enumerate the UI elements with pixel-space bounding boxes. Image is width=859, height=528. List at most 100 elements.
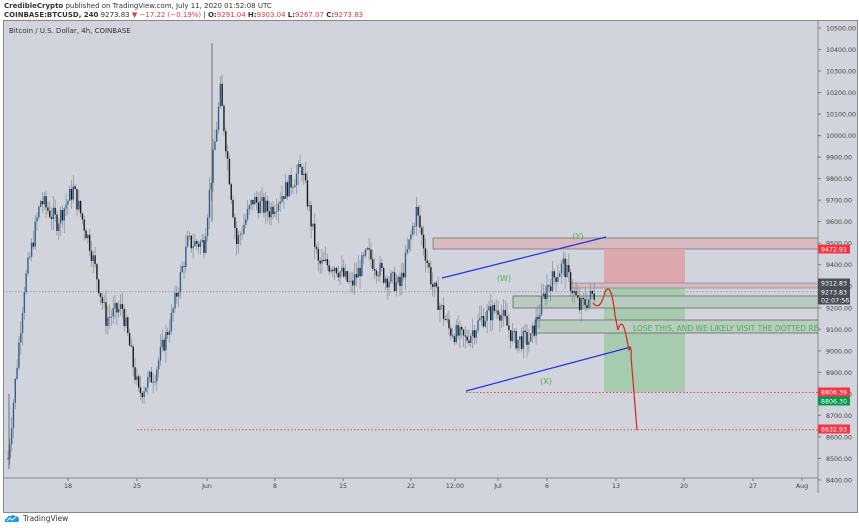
candle-body <box>94 255 96 265</box>
entry-zone <box>569 282 819 289</box>
candle-body <box>226 151 229 159</box>
candle-body <box>306 180 309 207</box>
candle-body <box>388 281 390 288</box>
candle-body <box>348 281 350 282</box>
candle-body <box>328 265 330 272</box>
candle-body <box>490 306 492 321</box>
candle-body <box>221 83 223 106</box>
candle-body <box>577 295 579 298</box>
candle-body <box>29 256 31 258</box>
candle-body <box>216 129 218 142</box>
candle-body <box>453 336 456 343</box>
candle-body <box>589 290 592 300</box>
candle-body <box>319 260 321 264</box>
candle-body <box>157 360 160 370</box>
price-tag <box>818 387 850 397</box>
candle-body <box>332 269 334 272</box>
candle-body <box>147 377 149 388</box>
chart-title: Bitcoin / U.S. Dollar, 4h, COINBASE <box>9 27 131 35</box>
x-tick-label: 20 <box>680 483 688 490</box>
candle-body <box>560 263 563 274</box>
x-tick-label: 18 <box>64 483 72 490</box>
candle-body <box>421 227 423 235</box>
candle-body <box>446 319 448 321</box>
y-tick-label: 9400.00 <box>826 262 852 269</box>
candle-body <box>419 215 421 228</box>
candle-body <box>346 271 349 282</box>
wave-label: (Y) <box>572 232 583 241</box>
y-tick-label: 10300.00 <box>826 69 856 76</box>
publish-info: CredibleCrypto published on TradingView.… <box>4 2 272 10</box>
candle-body <box>78 200 80 210</box>
candle-body <box>330 269 332 272</box>
candle-body <box>76 188 78 210</box>
author[interactable]: CredibleCrypto <box>4 2 64 10</box>
candle-body <box>312 223 314 227</box>
candle-body <box>555 277 557 282</box>
candle-body <box>593 293 595 300</box>
chart-area[interactable] <box>3 20 858 513</box>
candle-body <box>559 273 561 277</box>
candle-body <box>25 273 27 293</box>
candle-body <box>395 282 398 292</box>
candle-body <box>161 339 163 347</box>
price-tag <box>818 287 850 297</box>
candle-body <box>359 267 361 277</box>
candle-body <box>364 249 367 256</box>
candle-body <box>304 173 307 181</box>
candle-body <box>301 167 303 176</box>
y-tick-label: 9500.00 <box>826 241 852 248</box>
candle-body <box>299 163 301 168</box>
candle-body <box>286 182 289 197</box>
candle-body <box>361 255 363 277</box>
y-tick-label: 10200.00 <box>826 90 856 97</box>
candle-body <box>553 271 555 278</box>
candle-body <box>379 262 381 276</box>
candle-body <box>214 141 216 150</box>
price-tag <box>818 295 850 305</box>
candle-body <box>310 205 312 227</box>
candle-body <box>480 316 483 319</box>
x-tick-label: 13 <box>612 483 620 490</box>
candle-body <box>32 242 35 247</box>
candle-body <box>333 267 336 272</box>
candle-body <box>65 204 67 209</box>
candle-body <box>551 271 554 291</box>
candle-body <box>123 308 125 327</box>
candle-body <box>531 325 534 334</box>
candle-body <box>156 369 158 382</box>
candle-body <box>277 203 280 211</box>
candle-body <box>373 268 376 271</box>
price-tag <box>818 424 850 434</box>
candle-body <box>281 196 283 202</box>
candle-body <box>194 240 196 247</box>
candle-body <box>430 267 432 285</box>
candle-body <box>168 331 171 335</box>
candle-body <box>499 314 501 321</box>
candle-body <box>108 316 111 318</box>
candle-body <box>413 226 416 228</box>
candle-body <box>20 333 22 343</box>
candle-body <box>511 331 514 342</box>
candle-body <box>279 201 281 204</box>
candle-body <box>353 274 356 286</box>
candle-body <box>255 197 258 203</box>
candle-body <box>544 293 546 300</box>
y-tick-label: 8900.00 <box>826 370 852 377</box>
low-label: L: <box>287 11 296 19</box>
candle-body <box>368 248 370 250</box>
y-tick-label: 9900.00 <box>826 155 852 162</box>
price-tag-label: 8632.93 <box>821 427 847 434</box>
tradingview-logo[interactable]: TradingView <box>4 514 68 523</box>
candle-body <box>263 197 265 213</box>
candle-body <box>439 305 441 310</box>
y-tick-label: 9000.00 <box>826 348 852 355</box>
candle-body <box>355 274 358 278</box>
price-tag-label: 8806.39 <box>821 390 847 397</box>
candle-body <box>562 258 565 264</box>
candle-body <box>246 209 249 220</box>
x-tick-label: Jul <box>493 483 502 490</box>
candle-body <box>573 290 575 294</box>
channel-upper-line <box>441 236 607 279</box>
